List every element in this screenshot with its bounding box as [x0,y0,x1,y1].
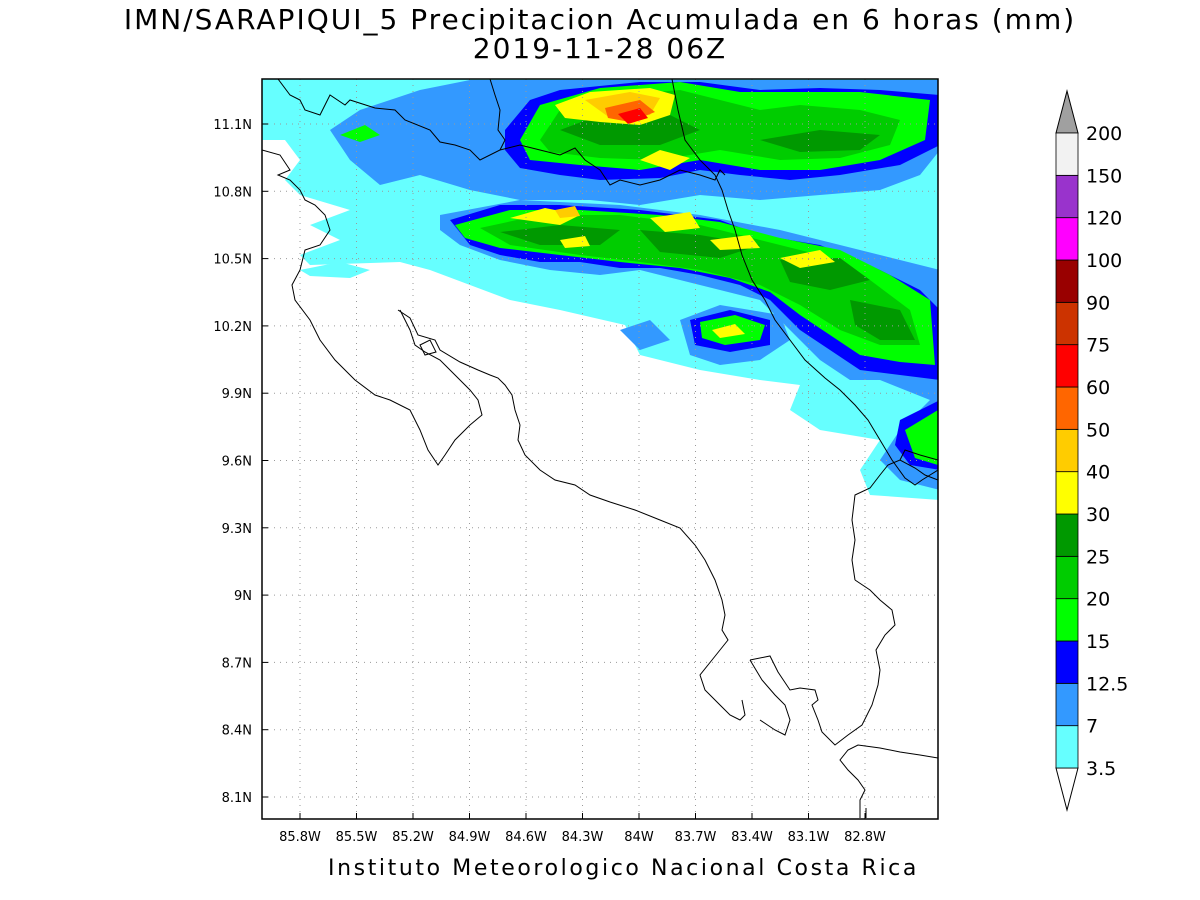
longitude-axis: 85.8W 85.5W 85.2W 84.9W 84.6W 84.3W 84W 83.7W 83… [279,813,886,845]
colorbar-label: 100 [1086,250,1122,272]
x-tick-label: 83.7W [675,830,717,845]
y-tick-label: 10.8N [213,185,252,200]
map-frame [261,78,939,820]
y-tick-label: 9.6N [222,455,252,470]
colorbar-label: 3.5 [1086,758,1116,780]
colorbar-swatch [1055,598,1079,642]
colorbar-label: 60 [1086,377,1110,399]
colorbar-swatch [1055,386,1079,430]
colorbar-label: 90 [1086,292,1110,314]
y-tick-label: 8.7N [222,656,252,671]
colorbar-swatch [1055,132,1079,176]
colorbar-swatch [1055,217,1079,261]
map-subtitle: 2019-11-28 06Z [472,32,728,65]
colorbar-label: 7 [1086,716,1098,738]
x-tick-label: 85.5W [336,830,378,845]
x-tick-label: 85.2W [392,830,434,845]
rain-band-60mm [618,108,648,124]
colorbar-label: 50 [1086,419,1110,441]
y-tick-label: 10.5N [213,253,252,268]
y-tick-label: 11.1N [213,118,252,133]
colorbar-swatch [1055,682,1079,727]
colorbar-label: 120 [1086,208,1122,230]
y-tick-label: 9.3N [222,522,252,537]
map-title: IMN/SARAPIQUI_5 Precipitacion Acumulada … [123,3,1077,36]
x-tick-label: 82.8W [844,830,886,845]
colorbar-label: 25 [1086,546,1110,568]
colorbar-swatch [1055,513,1079,557]
x-tick-label: 84W [624,830,654,845]
precipitation-field [262,79,938,500]
colorbar-swatch [1055,174,1079,219]
colorbar-label: 12.5 [1086,673,1128,695]
x-tick-label: 84.3W [562,830,604,845]
footer-credit: Instituto Meteorologico Nacional Costa R… [328,856,919,881]
y-tick-label: 9.9N [222,387,252,402]
x-tick-label: 84.9W [449,830,491,845]
x-tick-label: 83.4W [731,830,773,845]
colorbar-swatch [1055,428,1079,473]
x-tick-label: 83.1W [788,830,830,845]
x-tick-label: 85.8W [279,830,321,845]
colorbar-top-arrow [1055,89,1079,134]
colorbar-label: 40 [1086,462,1110,484]
coastlines [262,79,938,818]
colorbar-swatch [1055,725,1079,769]
colorbar-swatch [1055,259,1079,303]
y-tick-label: 9N [234,589,252,604]
colorbar-legend: 3.5 7 12.5 15 20 25 30 40 50 60 75 90 100 120 150 200 [1055,89,1128,812]
y-tick-label: 8.4N [222,724,252,739]
colorbar-swatch [1055,471,1079,515]
colorbar-label: 200 [1086,123,1122,145]
colorbar-swatch [1055,301,1079,346]
colorbar-swatch [1055,555,1079,600]
colorbar-label: 150 [1086,165,1122,187]
colorbar-bottom-arrow [1055,767,1079,812]
y-tick-label: 8.1N [222,791,252,806]
colorbar-label: 15 [1086,631,1110,653]
y-tick-label: 10.2N [213,320,252,335]
colorbar-label: 75 [1086,335,1110,357]
colorbar-swatch [1055,640,1079,684]
colorbar-label: 30 [1086,504,1110,526]
x-tick-label: 84.6W [505,830,547,845]
colorbar-swatch [1055,344,1079,388]
latitude-axis: 11.1N 10.8N 10.5N 10.2N 9.9N 9.6N 9.3N 9N 8.7N 8.… [213,118,268,806]
colorbar-label: 20 [1086,589,1110,611]
